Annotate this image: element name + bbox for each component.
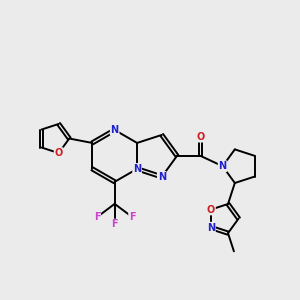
Text: N: N — [158, 172, 166, 182]
Text: N: N — [219, 161, 227, 171]
Text: O: O — [55, 148, 63, 158]
Text: N: N — [207, 223, 215, 232]
Text: F: F — [94, 212, 100, 222]
Text: F: F — [111, 220, 118, 230]
Text: O: O — [196, 132, 205, 142]
Text: O: O — [207, 205, 215, 214]
Text: N: N — [133, 164, 141, 174]
Text: F: F — [129, 212, 136, 222]
Text: N: N — [111, 125, 119, 135]
